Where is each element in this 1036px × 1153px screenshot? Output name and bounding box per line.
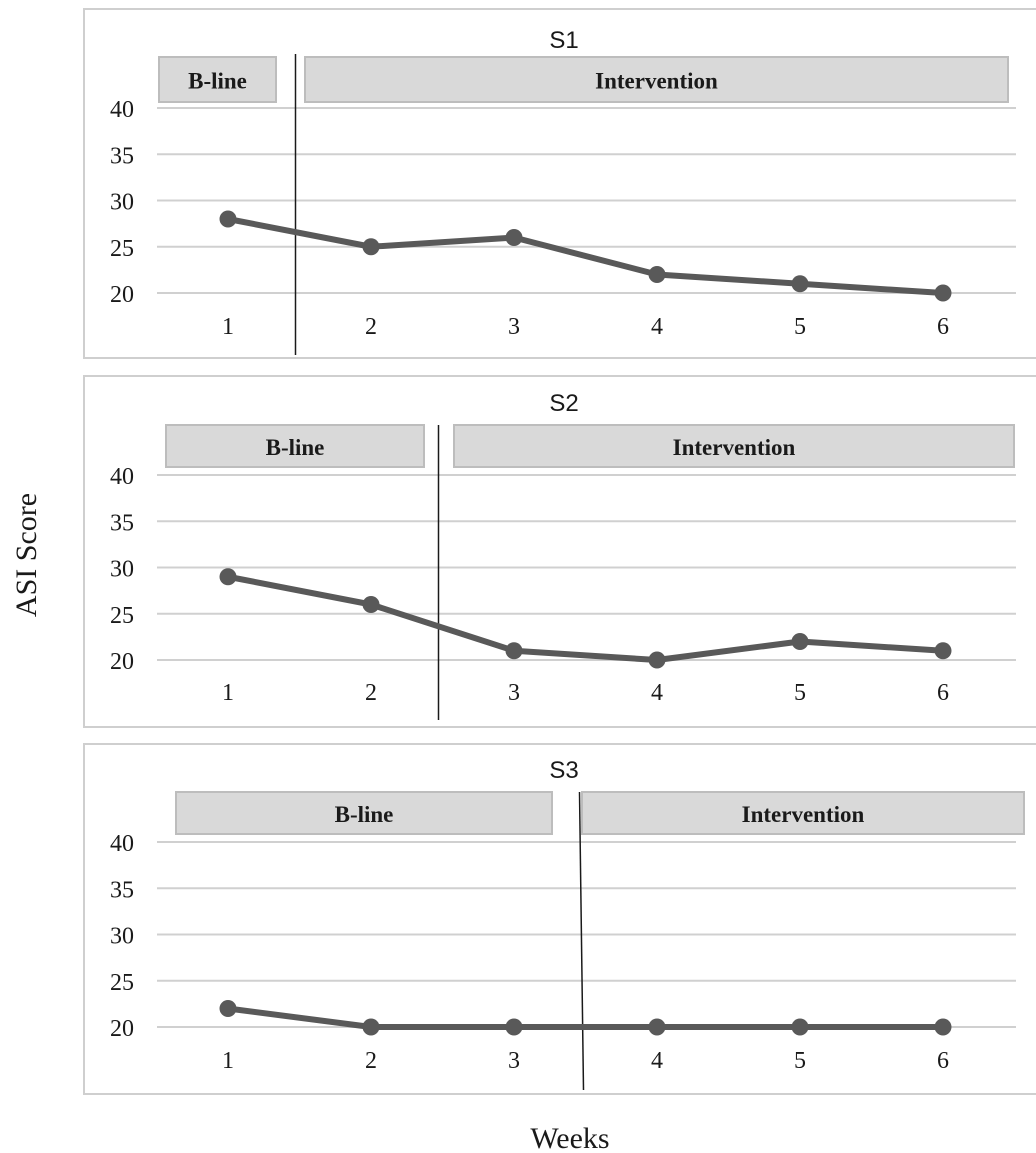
data-point [648,651,666,669]
intervention-phase-box [581,791,1025,835]
x-tick-label: 6 [937,680,949,706]
x-tick-label: 3 [508,680,520,706]
intervention-phase-label: Intervention [742,802,865,827]
data-point [219,1000,237,1017]
data-point [362,238,380,256]
data-point [934,642,952,660]
data-point [219,210,237,228]
series-line [227,216,944,296]
y-tick-label: 25 [110,236,134,262]
intervention-phase-box [304,56,1009,103]
x-tick-label: 2 [365,680,377,706]
baseline-phase-box [158,56,277,103]
data-point [791,275,809,293]
y-tick-label: 35 [110,510,134,536]
y-tick-label: 35 [110,877,134,903]
data-point [648,1018,666,1036]
y-tick-label: 40 [110,831,134,857]
intervention-phase-label: Intervention [595,69,718,94]
y-tick-label: 20 [110,282,134,308]
x-tick-label: 2 [365,1048,377,1074]
x-tick-label: 5 [794,314,806,340]
data-point [219,568,237,586]
data-point [791,1018,809,1036]
x-tick-label: 6 [937,314,949,340]
y-tick-label: 40 [110,97,134,123]
y-tick-label: 20 [110,649,134,675]
y-tick-label: 35 [110,143,134,169]
x-tick-label: 1 [222,314,234,340]
chart-panel-2: 20 25 30 35 40 1 2 3 4 5 6 S2 B-line Intervention [83,375,1036,728]
data-point [505,1018,523,1036]
x-tick-label: 6 [937,1048,949,1074]
x-tick-label: 4 [651,314,663,340]
panel-title: S1 [549,27,578,54]
y-tick-label: 20 [110,1016,134,1042]
y-tick-label: 25 [110,603,134,629]
x-tick-label: 5 [794,1048,806,1074]
baseline-phase-box [165,424,425,468]
data-point [791,633,809,650]
y-tick-label: 40 [110,464,134,490]
x-tick-label: 1 [222,680,234,706]
data-point [648,266,666,283]
y-tick-label: 25 [110,970,134,996]
series-line [227,1005,943,1030]
baseline-phase-box [175,791,553,835]
baseline-phase-label: B-line [266,435,325,460]
y-tick-label: 30 [110,190,134,216]
data-point [505,229,523,246]
baseline-phase-label: B-line [335,802,394,827]
y-axis-label: ASI Score [10,493,43,617]
y-tick-label: 30 [110,924,134,950]
data-point [362,1018,380,1036]
baseline-phase-label: B-line [188,69,247,94]
x-tick-label: 4 [651,1048,663,1074]
x-tick-label: 5 [794,680,806,706]
x-tick-label: 1 [222,1048,234,1074]
x-tick-label: 3 [508,1048,520,1074]
x-tick-label: 3 [508,314,520,340]
series-line [227,573,944,663]
data-point [362,596,380,613]
x-tick-label: 2 [365,314,377,340]
data-point [934,1018,952,1036]
y-tick-label: 30 [110,557,134,583]
chart-panel-3: 20 25 30 35 40 1 2 3 4 5 6 S3 B-line Intervention [83,743,1036,1095]
chart-panel-1: 20 25 30 35 40 1 2 3 4 5 6 S1 B-line Intervention [83,8,1036,359]
panel-title: S3 [549,757,578,784]
x-axis-label: Weeks [530,1122,609,1153]
x-tick-label: 4 [651,680,663,706]
intervention-phase-label: Intervention [673,435,796,460]
phase-change-line [578,791,585,1091]
panel-title: S2 [549,390,578,417]
data-point [934,284,952,302]
intervention-phase-box [453,424,1015,468]
data-point [505,642,523,660]
